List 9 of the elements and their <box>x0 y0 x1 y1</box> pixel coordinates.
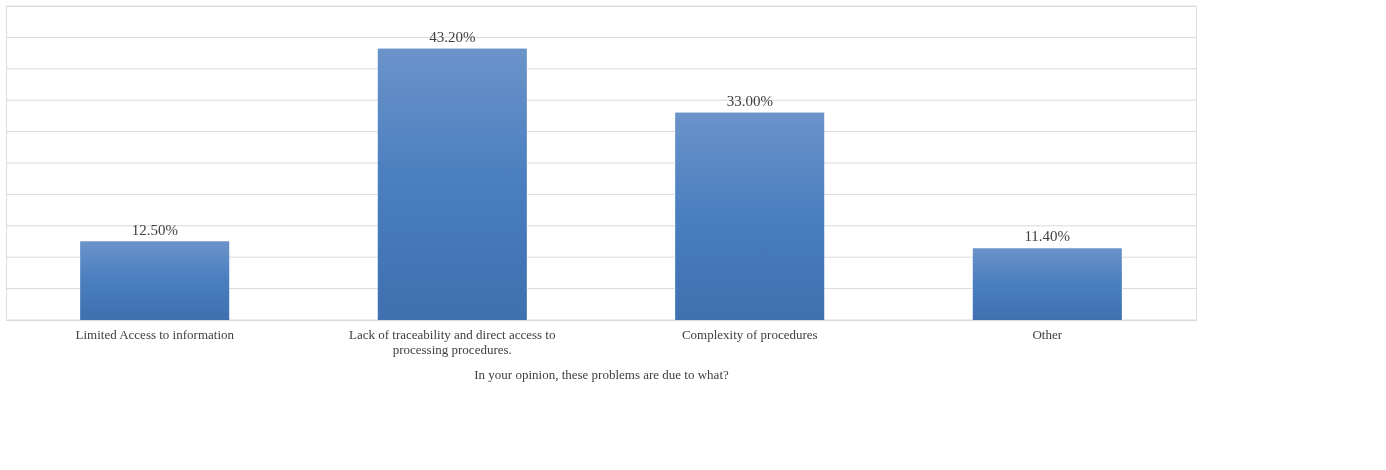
data-label: 43.20% <box>429 28 476 45</box>
x-tick-label: Complexity of procedures <box>681 326 818 342</box>
data-label: 12.50% <box>131 221 178 238</box>
data-label: 11.40% <box>1024 228 1071 245</box>
x-axis-title: In your opinion, these problems are due to what? <box>474 366 729 382</box>
x-tick-label: Other <box>1032 326 1063 342</box>
data-label: 33.00% <box>726 92 773 109</box>
x-tick-label: Limited Access to information <box>75 326 235 342</box>
x-tick-label: Lack of traceability and direct access to processing procedures. <box>349 326 556 357</box>
